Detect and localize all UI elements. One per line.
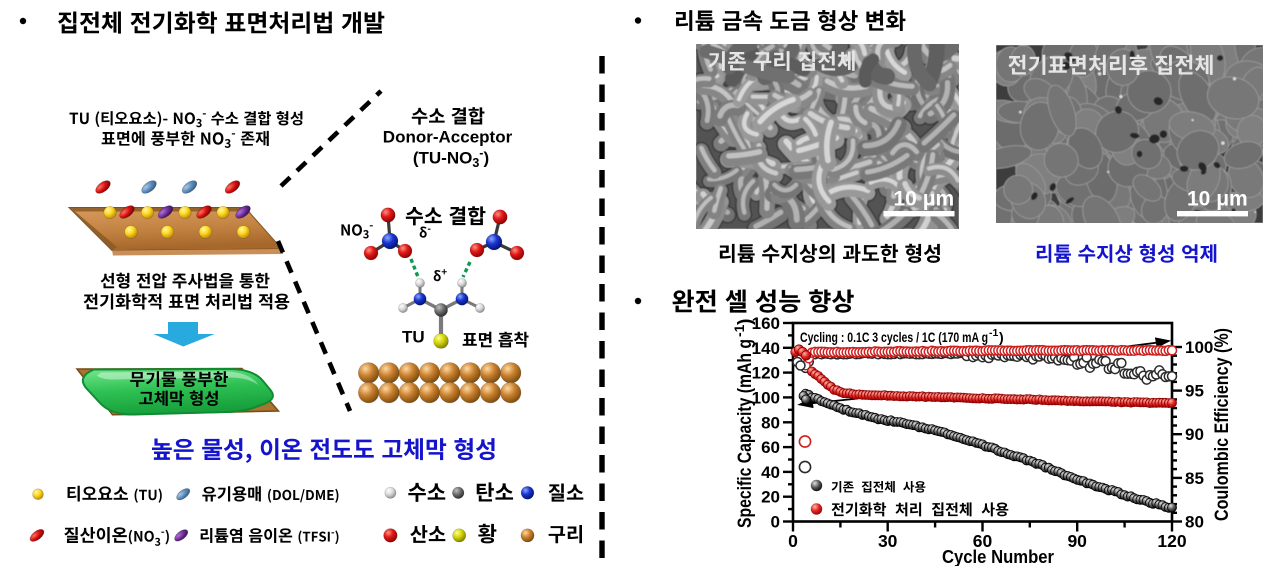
svg-text:80: 80 xyxy=(1185,513,1204,532)
svg-text:(TU-NO3-): (TU-NO3-) xyxy=(413,146,489,170)
svg-text:100: 100 xyxy=(752,388,780,407)
svg-text:Cycling : 0.1C 3 cycles / 1C (: Cycling : 0.1C 3 cycles / 1C (170 mA g xyxy=(800,329,988,345)
svg-text:90: 90 xyxy=(1185,425,1204,444)
svg-text:10 μm: 10 μm xyxy=(894,188,955,211)
svg-text:0: 0 xyxy=(771,513,780,532)
svg-text:-1: -1 xyxy=(989,327,998,339)
svg-text:30: 30 xyxy=(878,531,898,551)
svg-text:20: 20 xyxy=(761,488,780,507)
svg-text:85: 85 xyxy=(1185,469,1204,488)
svg-text:Coulombic Efficiency (%): Coulombic Efficiency (%) xyxy=(1211,328,1233,521)
svg-text:Donor-Acceptor: Donor-Acceptor xyxy=(383,128,513,147)
svg-text:80: 80 xyxy=(761,413,780,432)
svg-text:60: 60 xyxy=(761,438,780,457)
svg-text:140: 140 xyxy=(752,339,780,358)
svg-text:Specific Capacity (mAh g: Specific Capacity (mAh g xyxy=(734,339,756,528)
svg-text:): ) xyxy=(734,319,756,326)
svg-text:100: 100 xyxy=(1185,338,1213,357)
svg-text:): ) xyxy=(999,329,1004,345)
svg-text:90: 90 xyxy=(1067,531,1087,551)
svg-text:TU: TU xyxy=(402,328,425,347)
svg-text:0: 0 xyxy=(788,531,798,551)
svg-text:Cycle Number: Cycle Number xyxy=(942,547,1054,566)
svg-text:120: 120 xyxy=(1157,531,1186,551)
svg-text:160: 160 xyxy=(752,314,780,333)
svg-text:120: 120 xyxy=(752,364,780,383)
svg-text:-1: -1 xyxy=(731,324,747,337)
svg-text:60: 60 xyxy=(973,531,993,551)
svg-text:10 μm: 10 μm xyxy=(1187,188,1248,211)
svg-text:40: 40 xyxy=(761,463,780,482)
svg-text:95: 95 xyxy=(1185,382,1204,401)
